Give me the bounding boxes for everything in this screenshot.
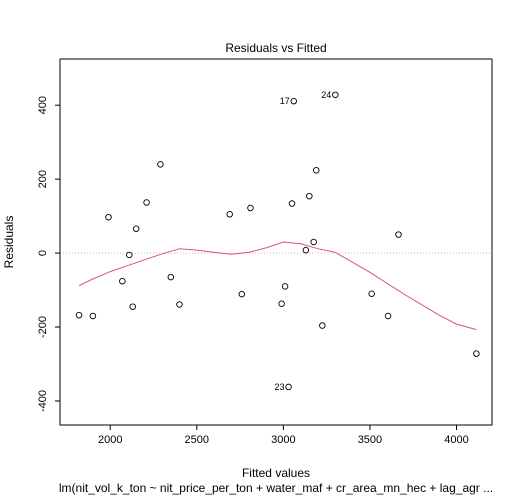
y-tick-label: 0 <box>37 250 49 256</box>
y-axis-label: Residuals <box>2 216 16 269</box>
data-point-26 <box>368 290 375 298</box>
point-label-24: 24 <box>321 90 331 100</box>
data-point-18 <box>288 200 296 207</box>
plot-frame <box>59 58 493 426</box>
data-point-28 <box>395 231 402 238</box>
point-label-23: 23 <box>275 382 285 392</box>
point-labels: 17 24 23 <box>275 90 332 392</box>
data-point-12 <box>226 211 233 218</box>
data-point-2 <box>89 312 97 320</box>
data-point-14 <box>247 204 254 212</box>
data-point-11 <box>176 301 183 308</box>
y-tick-label: 400 <box>37 96 49 114</box>
data-point-25 <box>332 91 339 99</box>
x-tick-label: 3500 <box>358 434 382 446</box>
data-point-5 <box>126 251 133 259</box>
data-point-19 <box>290 97 297 105</box>
data-point-7 <box>132 225 140 232</box>
data-point-29 <box>473 350 480 357</box>
data-point-15 <box>278 300 285 307</box>
data-point-27 <box>384 312 392 320</box>
x-tick-label: 2000 <box>98 434 122 446</box>
data-points <box>75 91 480 391</box>
data-point-1 <box>75 311 83 319</box>
data-point-20 <box>302 246 310 254</box>
data-point-21 <box>306 192 313 200</box>
data-point-9 <box>157 161 164 168</box>
data-point-16 <box>281 283 289 290</box>
x-tick-label: 3000 <box>271 434 295 446</box>
data-point-3 <box>105 213 112 221</box>
data-point-23 <box>313 167 320 174</box>
data-point-13 <box>238 290 246 298</box>
data-point-22 <box>310 238 317 246</box>
chart-title: Residuals vs Fitted <box>225 41 326 55</box>
x-axis-label: Fitted values <box>242 466 310 480</box>
model-formula-subtitle: lm(nit_vol_k_ton ~ nit_price_per_ton + w… <box>59 481 493 495</box>
y-tick-label: -200 <box>37 316 49 338</box>
y-axis: -400 -200 0 200 400 <box>37 96 61 412</box>
point-label-17: 17 <box>280 96 290 106</box>
y-tick-label: 200 <box>37 170 49 188</box>
data-point-10 <box>167 273 175 281</box>
x-tick-label: 2500 <box>185 434 209 446</box>
y-tick-label: -400 <box>37 390 49 412</box>
smooth-curve <box>78 241 477 331</box>
x-axis: 2000 2500 3000 3500 4000 <box>98 424 469 446</box>
smoother-line <box>78 241 477 331</box>
data-point-17 <box>285 383 292 391</box>
data-point-6 <box>129 303 136 310</box>
data-point-8 <box>143 199 150 206</box>
x-tick-label: 4000 <box>444 434 468 446</box>
data-point-24 <box>319 322 326 329</box>
data-point-4 <box>119 277 126 285</box>
